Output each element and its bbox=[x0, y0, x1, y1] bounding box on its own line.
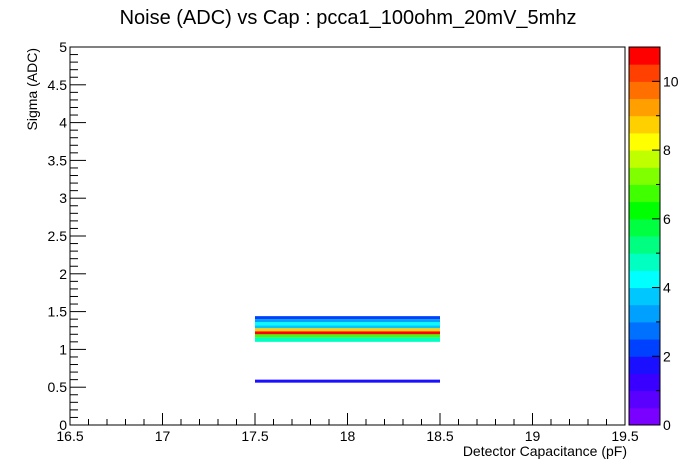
y-tick-label: 3.5 bbox=[48, 152, 68, 168]
color-scale-band bbox=[629, 407, 660, 426]
color-scale-band bbox=[629, 356, 660, 374]
color-scale-band bbox=[629, 218, 660, 237]
color-scale-label: 6 bbox=[663, 211, 671, 227]
heatmap-cell-6 bbox=[255, 322, 440, 326]
color-scale-band bbox=[629, 184, 660, 203]
x-tick-label: 18 bbox=[340, 428, 356, 444]
y-tick-label: 2 bbox=[59, 266, 67, 282]
color-scale-band bbox=[629, 150, 660, 168]
y-tick-label: 4 bbox=[59, 115, 67, 131]
heatmap-cell-7 bbox=[255, 319, 440, 323]
y-tick-label: 0.5 bbox=[48, 379, 68, 395]
color-scale-label: 4 bbox=[663, 280, 671, 296]
color-scale-label: 0 bbox=[663, 417, 671, 433]
color-scale-band bbox=[629, 373, 660, 392]
color-scale-label: 10 bbox=[663, 73, 679, 89]
color-scale-band bbox=[629, 64, 660, 82]
x-axis-title: Detector Capacitance (pF) bbox=[463, 443, 627, 459]
x-axis: 16.5 17 17.5 18 18.5 19 19.5 bbox=[56, 413, 639, 444]
x-tick-label: 17.5 bbox=[241, 428, 268, 444]
color-scale-band bbox=[629, 47, 660, 65]
heatmap-cell-2 bbox=[255, 334, 440, 338]
y-tick-label: 2.5 bbox=[48, 228, 68, 244]
color-scale-band bbox=[629, 253, 660, 271]
color-scale-band bbox=[629, 304, 660, 323]
x-tick-label: 17 bbox=[155, 428, 171, 444]
color-scale-band bbox=[629, 115, 660, 134]
color-scale: 0 2 4 6 8 10 bbox=[628, 46, 679, 433]
color-scale-label: 2 bbox=[663, 348, 671, 364]
x-tick-label: 19 bbox=[525, 428, 541, 444]
heatmap-cell-5 bbox=[255, 325, 440, 329]
y-tick-label: 4.5 bbox=[48, 77, 68, 93]
color-scale-label: 8 bbox=[663, 142, 671, 158]
color-scale-band bbox=[629, 81, 660, 100]
color-scale-band bbox=[629, 339, 660, 357]
color-scale-band bbox=[629, 201, 660, 220]
y-tick-label: 1 bbox=[59, 341, 67, 357]
heatmap-cell-3 bbox=[255, 331, 440, 335]
color-scale-band bbox=[629, 132, 660, 151]
y-tick-label: 5 bbox=[59, 39, 67, 55]
color-scale-band bbox=[629, 167, 660, 185]
y-axis-title: Sigma (ADC) bbox=[24, 48, 40, 130]
chart-title: Noise (ADC) vs Cap : pcca1_100ohm_20mV_5… bbox=[120, 7, 577, 29]
x-tick-label: 19.5 bbox=[611, 428, 638, 444]
heatmap-cell-4 bbox=[255, 328, 440, 332]
color-scale-band bbox=[629, 98, 660, 117]
y-tick-label: 0 bbox=[59, 417, 67, 433]
color-scale-frame bbox=[628, 46, 661, 426]
x-tick-label: 16.5 bbox=[56, 428, 83, 444]
x-tick-label: 18.5 bbox=[426, 428, 453, 444]
y-tick-label: 1.5 bbox=[48, 304, 68, 320]
y-axis: 0 0.5 1 1.5 2 2.5 3 3.5 4 4.5 5 bbox=[48, 39, 86, 433]
heatmap-cell-1 bbox=[255, 337, 440, 342]
color-scale-band bbox=[629, 321, 660, 340]
plot-frame bbox=[69, 46, 626, 426]
plot-area bbox=[255, 316, 440, 383]
heatmap-cell-0 bbox=[255, 379, 440, 383]
color-scale-band bbox=[629, 287, 660, 306]
color-scale-band bbox=[629, 236, 660, 254]
y-tick-label: 3 bbox=[59, 190, 67, 206]
heatmap-cell-8 bbox=[255, 316, 440, 320]
color-scale-band bbox=[629, 270, 660, 289]
color-scale-band bbox=[629, 390, 660, 409]
